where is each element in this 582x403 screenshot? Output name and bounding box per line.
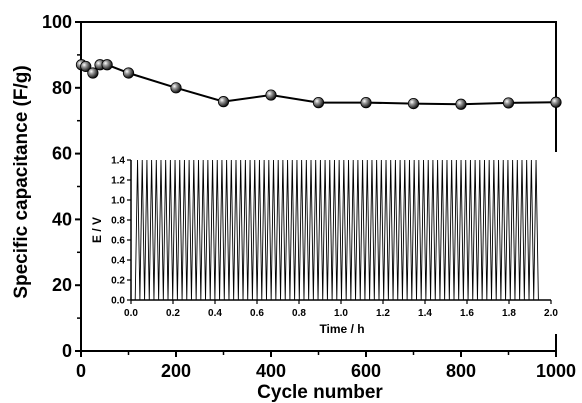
data-point — [101, 59, 113, 71]
inset-y-axis-title: E / V — [90, 217, 104, 243]
inset-x-tick-label: 1.8 — [502, 308, 516, 319]
inset-y-tick-label: 0.8 — [111, 216, 125, 227]
y-tick-label: 80 — [52, 78, 72, 98]
x-tick-label: 400 — [256, 361, 286, 381]
data-point — [217, 96, 230, 108]
inset-x-tick-labels: 0.0 0.2 0.4 0.6 0.8 1.0 1.2 1.4 1.6 1.8 2.0 — [124, 308, 558, 319]
data-point — [455, 98, 467, 110]
inset-x-tick-label: 0.4 — [208, 308, 222, 319]
x-tick-label: 600 — [351, 361, 381, 381]
x-tick-label: 0 — [76, 361, 86, 381]
x-tick-label: 1000 — [536, 361, 576, 381]
inset-y-tick-label: 0.0 — [111, 296, 125, 307]
inset-charge-discharge-curve — [134, 159, 539, 301]
inset-x-tick-label: 2.0 — [544, 308, 558, 319]
inset-y-tick-label: 0.2 — [111, 276, 125, 287]
data-point — [122, 67, 135, 79]
inset-x-tick-label: 1.2 — [376, 308, 390, 319]
inset-x-tick-label: 0.0 — [124, 308, 138, 319]
data-point — [87, 67, 99, 79]
inset-y-tick-label: 0.6 — [111, 236, 125, 247]
inset-y-tick-labels: 0.0 0.2 0.4 0.6 0.8 1.0 1.2 1.4 — [111, 156, 125, 307]
main-ticks — [75, 21, 557, 357]
data-point — [80, 60, 92, 73]
inset-x-tick-label: 0.2 — [166, 308, 180, 319]
data-point — [170, 82, 182, 94]
y-tick-label: 100 — [42, 12, 72, 32]
x-tick-label: 200 — [161, 361, 191, 381]
inset-ticks — [127, 159, 552, 304]
inset-x-axis-title: Time / h — [319, 322, 364, 336]
data-point — [502, 97, 515, 109]
inset-x-tick-label: 1.4 — [418, 308, 432, 319]
inset-y-tick-label: 1.2 — [111, 176, 125, 187]
inset-x-tick-label: 1.6 — [460, 308, 474, 319]
x-tick-label: 800 — [446, 361, 476, 381]
inset-y-tick-label: 0.4 — [111, 256, 125, 267]
y-tick-label: 60 — [52, 144, 72, 164]
inset-x-tick-label: 1.0 — [334, 308, 348, 319]
main-y-tick-labels: 0 20 40 60 80 100 — [42, 12, 72, 361]
data-point — [550, 96, 562, 108]
x-axis-title: Cycle number — [257, 382, 383, 403]
y-axis-title: Specific capacitance (F/g) — [11, 65, 32, 298]
data-point — [407, 97, 420, 110]
data-point — [265, 89, 277, 101]
inset-y-tick-label: 1.0 — [111, 196, 125, 207]
main-series-points — [75, 59, 562, 110]
y-tick-label: 20 — [52, 275, 72, 295]
inset-waveform — [134, 159, 539, 301]
data-point — [312, 97, 325, 109]
inset-x-tick-label: 0.6 — [250, 308, 264, 319]
inset-y-tick-label: 1.4 — [111, 156, 125, 167]
main-x-tick-labels: 0 200 400 600 800 1000 — [76, 361, 576, 381]
inset-x-tick-label: 0.8 — [292, 308, 306, 319]
data-point — [360, 97, 372, 109]
y-tick-label: 0 — [62, 341, 72, 361]
y-tick-label: 40 — [52, 209, 72, 229]
